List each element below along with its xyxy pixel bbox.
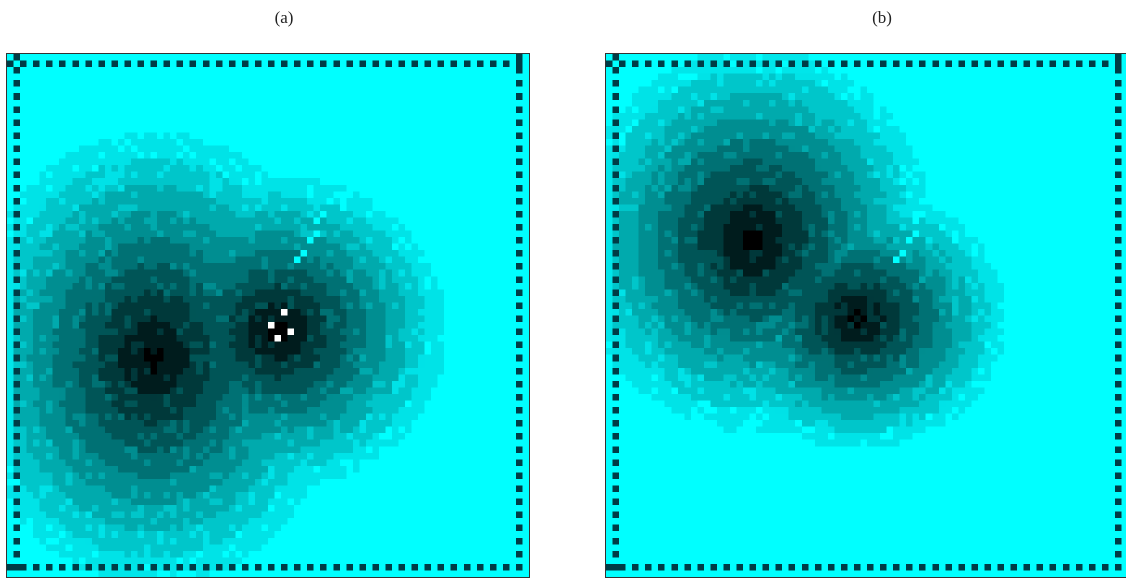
panel-b-caption: (b): [872, 8, 892, 27]
heatmap-canvas-b: [606, 54, 1126, 577]
panel-a-caption: (a): [274, 8, 294, 27]
heatmap-panel-b: [605, 53, 1126, 578]
heatmap-canvas-a: [7, 54, 529, 577]
heatmap-panel-a: [6, 53, 530, 578]
